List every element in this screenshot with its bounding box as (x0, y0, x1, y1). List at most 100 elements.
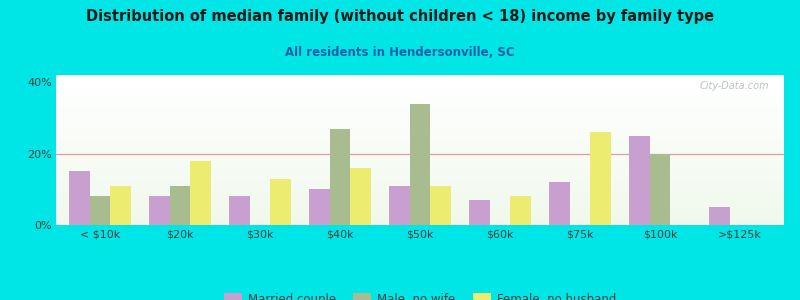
Bar (56, 80, 784, 81)
Bar (56, 142, 784, 144)
Bar (56, 92, 784, 93)
Bar (56, 204, 784, 206)
Bar (56, 98, 784, 99)
Bar (56, 207, 784, 208)
Bar (170, 186, 190, 225)
Bar (56, 144, 784, 146)
Bar (56, 128, 784, 129)
Bar (56, 132, 784, 134)
Text: City-Data.com: City-Data.com (700, 81, 770, 91)
Bar (56, 135, 784, 136)
Bar (56, 188, 784, 189)
Bar (56, 169, 784, 171)
Bar (350, 168, 371, 225)
Bar (56, 176, 784, 177)
Bar (56, 219, 784, 220)
Bar (56, 124, 784, 126)
Bar (56, 93, 784, 94)
Bar (56, 112, 784, 114)
Bar (56, 159, 784, 160)
Bar (56, 160, 784, 162)
Bar (56, 190, 784, 192)
Bar (56, 210, 784, 212)
Bar (56, 81, 784, 82)
Text: Distribution of median family (without children < 18) income by family type: Distribution of median family (without c… (86, 9, 714, 24)
Bar (56, 182, 784, 183)
Bar (56, 122, 784, 123)
Bar (56, 102, 784, 104)
Bar (56, 165, 784, 166)
Bar (56, 164, 784, 165)
Bar (56, 87, 784, 88)
Bar (56, 192, 784, 194)
Bar (469, 200, 490, 225)
Bar (56, 117, 784, 118)
Bar (56, 206, 784, 207)
Bar (709, 207, 730, 225)
Bar (56, 130, 784, 132)
Bar (56, 216, 784, 218)
Bar (56, 152, 784, 153)
Bar (56, 116, 784, 117)
Bar (110, 186, 131, 225)
Bar (56, 88, 784, 90)
Bar (56, 186, 784, 188)
Bar (56, 158, 784, 159)
Bar (56, 162, 784, 164)
Text: All residents in Hendersonville, SC: All residents in Hendersonville, SC (285, 46, 515, 59)
Bar (56, 96, 784, 98)
Bar (69, 171, 90, 225)
Bar (330, 129, 350, 225)
Bar (56, 174, 784, 176)
Bar (389, 186, 410, 225)
Bar (56, 150, 784, 152)
Bar (650, 154, 670, 225)
Bar (56, 106, 784, 108)
Bar (309, 189, 330, 225)
Bar (56, 202, 784, 204)
Bar (56, 224, 784, 225)
Bar (56, 222, 784, 224)
Bar (56, 156, 784, 158)
Bar (56, 171, 784, 172)
Bar (56, 94, 784, 96)
Bar (56, 198, 784, 200)
Bar (56, 105, 784, 106)
Bar (56, 189, 784, 190)
Bar (56, 78, 784, 80)
Bar (56, 167, 784, 168)
Bar (56, 110, 784, 111)
Bar (56, 212, 784, 213)
Bar (56, 114, 784, 116)
Bar (510, 196, 531, 225)
Bar (56, 99, 784, 100)
Bar (56, 103, 784, 105)
Bar (56, 141, 784, 142)
Bar (190, 161, 211, 225)
Bar (56, 177, 784, 178)
Bar (56, 213, 784, 214)
Bar (410, 103, 430, 225)
Bar (56, 108, 784, 110)
Bar (56, 214, 784, 216)
Bar (56, 118, 784, 120)
Bar (430, 186, 451, 225)
Bar (56, 220, 784, 222)
Bar (549, 182, 570, 225)
Bar (270, 178, 291, 225)
Bar (56, 140, 784, 141)
Bar (56, 201, 784, 202)
Bar (56, 82, 784, 84)
Bar (56, 200, 784, 201)
Bar (56, 184, 784, 186)
Bar (56, 111, 784, 112)
Bar (56, 138, 784, 140)
Bar (56, 208, 784, 210)
Bar (56, 134, 784, 135)
Bar (56, 120, 784, 122)
Bar (56, 147, 784, 148)
Bar (56, 129, 784, 130)
Bar (56, 146, 784, 147)
Bar (56, 178, 784, 180)
Legend: Married couple, Male, no wife, Female, no husband: Married couple, Male, no wife, Female, n… (219, 288, 621, 300)
